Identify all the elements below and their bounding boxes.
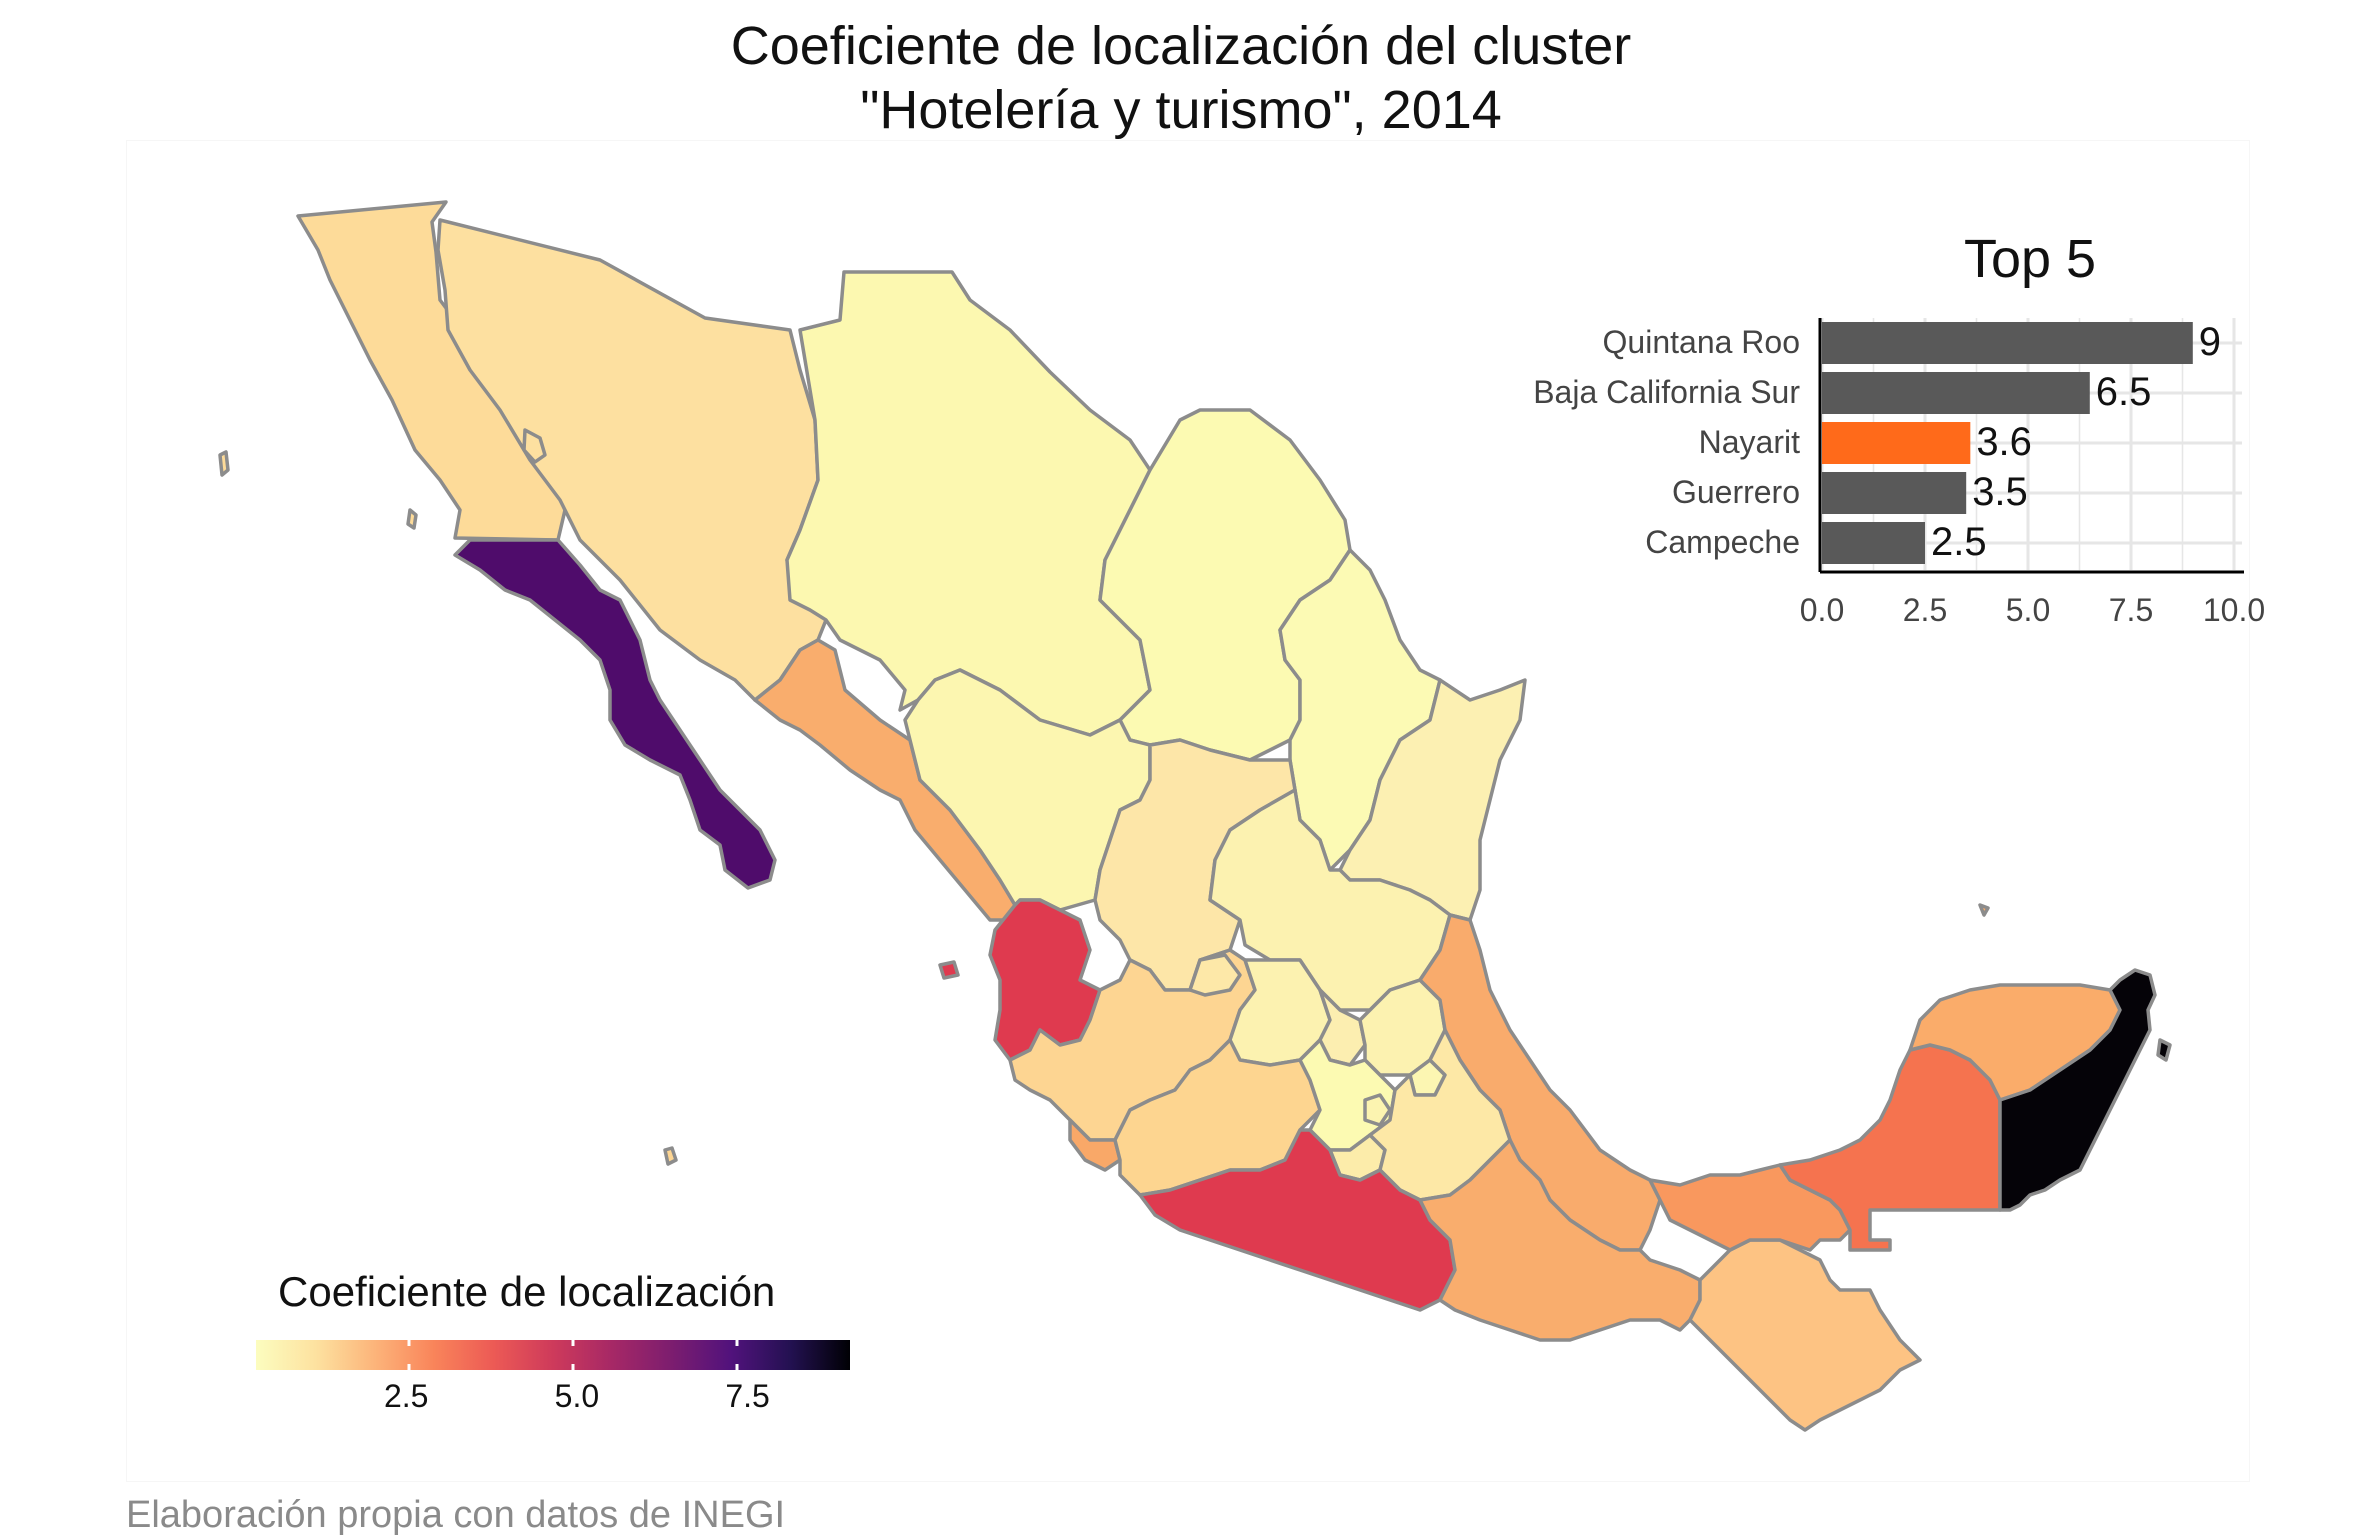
- inset-category-label: Campeche: [1645, 524, 1800, 560]
- inset-bar-nayarit: [1822, 422, 1971, 464]
- state-baja-california-sur: [453, 538, 777, 890]
- legend-tick-label: 7.5: [725, 1378, 770, 1414]
- island-tiburon: [522, 428, 547, 464]
- state-quintana-roo: [1998, 968, 2157, 1212]
- inset-category-label: Baja California Sur: [1533, 374, 1800, 410]
- inset-bar-value-label: 3.5: [1972, 470, 2028, 514]
- state-chihuahua: [785, 270, 1152, 737]
- inset-x-tick-label: 2.5: [1902, 592, 1948, 628]
- island-cedros: [406, 508, 418, 530]
- island-revillagigedo: [663, 1146, 678, 1166]
- inset-bar-value-label: 9: [2198, 320, 2222, 364]
- plot-panel: [126, 140, 2250, 1482]
- legend-tick-label: 2.5: [383, 1378, 429, 1414]
- legend-title: Coeficiente de localización: [278, 1268, 776, 1315]
- inset-category-label: Nayarit: [1698, 424, 1800, 460]
- source-caption: Elaboración propia con datos de INEGI: [126, 1494, 786, 1536]
- legend-colorbar: [256, 1340, 850, 1370]
- inset-bar-baja-california-sur: [1822, 372, 2090, 414]
- state-colima: [1068, 1118, 1122, 1172]
- inset-category-label: Quintana Roo: [1602, 324, 1800, 360]
- inset-bar-value-label: 6.5: [2095, 370, 2152, 414]
- inset-title: Top 5: [1963, 229, 2097, 289]
- inset-bar-guerrero: [1822, 472, 1967, 514]
- inset-x-tick-label: 5.0: [2005, 592, 2051, 628]
- inset-x-tick-label: 10.0: [2202, 592, 2266, 628]
- inset-bars: [1822, 322, 2193, 564]
- state-aguascalientes: [1188, 953, 1242, 997]
- state-chiapas: [1688, 1238, 1922, 1432]
- island-cozumel: [2156, 1038, 2172, 1062]
- island-arrecife: [1978, 903, 1990, 917]
- legend-ticks: [407, 1340, 739, 1370]
- inset-x-tick-label: 0.0: [1799, 592, 1845, 628]
- chart-title-line1: Coeficiente de localización del cluster: [730, 16, 1632, 76]
- inset-bar-value-label: 2.5: [1931, 520, 1987, 564]
- inset-bar-value-label: 3.6: [1976, 420, 2032, 464]
- legend-tick-label: 5.0: [554, 1378, 600, 1414]
- island-guadalupe: [218, 450, 230, 477]
- inset-bar-campeche: [1822, 522, 1925, 564]
- island-maria: [938, 960, 960, 980]
- top5-inset-chart: [1818, 318, 2244, 574]
- inset-category-label: Guerrero: [1671, 474, 1800, 510]
- inset-x-tick-label: 7.5: [2108, 592, 2154, 628]
- state-cdmx: [1363, 1093, 1392, 1127]
- chart-title-line2: "Hotelería y turismo", 2014: [860, 80, 1502, 140]
- inset-bar-quintana-roo: [1822, 322, 2193, 364]
